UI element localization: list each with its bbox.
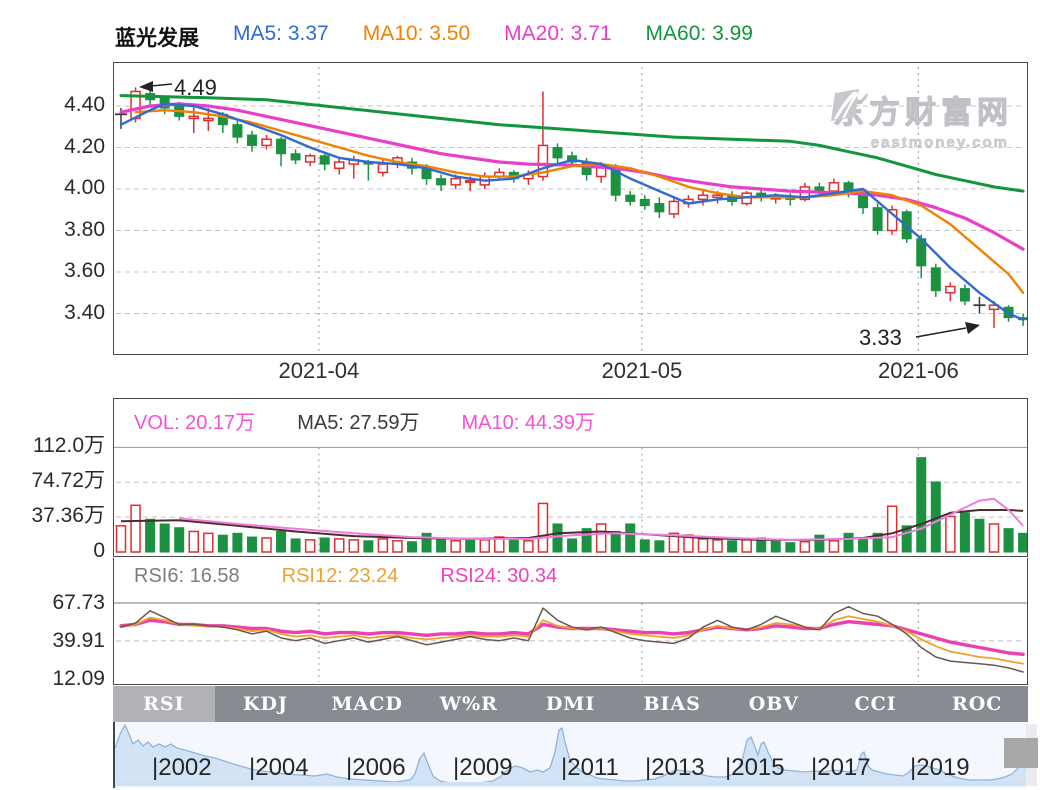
- tab-dmi[interactable]: DMI: [545, 693, 596, 715]
- volume-axis-tick-1: 74.72万: [31, 469, 105, 493]
- indicator-tab-bar: RSI KDJ MACD W%R DMI BIAS OBV CCI ROC: [113, 686, 1028, 722]
- date-axis-label-1: 2021-05: [601, 358, 683, 383]
- timeline-year-2017: |2017: [811, 754, 871, 781]
- price-axis-tick-3: 3.80: [64, 217, 105, 241]
- chart-header: 蓝光发展 MA5: 3.37 MA10: 3.50 MA20: 3.71 MA60: …: [115, 22, 753, 52]
- timeline-year-2013: |2013: [645, 754, 705, 781]
- date-axis-label-0: 2021-04: [278, 358, 360, 383]
- timeline-year-2006: |2006: [346, 754, 406, 781]
- timeline-year-2019: |2019: [910, 754, 970, 781]
- price-axis-tick-4: 3.60: [64, 259, 105, 282]
- timeline-year-2009: |2009: [453, 754, 513, 781]
- price-ma-label-0: MA5: 3.37: [233, 22, 329, 45]
- tab-rsi[interactable]: RSI: [113, 686, 215, 722]
- price-candlestick-pane: 4.49 3.33 东方财富网 eastmoney.com: [113, 62, 1028, 355]
- tab-kdj[interactable]: KDJ: [243, 693, 288, 715]
- price-axis-tick-2: 4.00: [64, 176, 105, 199]
- price-chart-canvas: 4.49 3.33: [115, 67, 1027, 351]
- tab-roc[interactable]: ROC: [951, 693, 1003, 715]
- price-ma-label-2: MA20: 3.71: [504, 22, 612, 45]
- rsi-header-label-0: RSI6: 16.58: [134, 565, 240, 587]
- scrollbar-handle[interactable]: [1004, 738, 1038, 768]
- rsi-axis-tick-1: 39.91: [52, 628, 105, 652]
- price-axis-tick-1: 4.20: [64, 134, 105, 158]
- volume-pane: VOL: 20.17万 MA5: 27.59万 MA10: 44.39万: [113, 398, 1028, 557]
- timeline-year-2002: |2002: [152, 754, 212, 781]
- volume-header-label-0: VOL: 20.17万: [134, 412, 256, 434]
- price-ma-label-3: MA60: 3.99: [645, 22, 753, 45]
- svg-text:3.33: 3.33: [859, 325, 902, 350]
- volume-header-label-1: MA5: 27.59万: [297, 412, 420, 434]
- volume-axis-tick-2: 37.36万: [31, 504, 105, 528]
- price-axis-tick-5: 3.40: [64, 300, 105, 324]
- volume-axis-tick-0: 112.0万: [33, 434, 105, 458]
- timeline-year-2004: |2004: [249, 754, 309, 781]
- tab-wr[interactable]: W%R: [439, 693, 498, 715]
- rsi-axis-tick-0: 67.73: [52, 591, 105, 614]
- rsi-axis-tick-2: 12.09: [52, 666, 105, 690]
- rsi-header-label-1: RSI12: 23.24: [281, 565, 399, 587]
- volume-axis-tick-3: 0: [93, 539, 105, 562]
- price-axis-tick-0: 4.40: [64, 93, 105, 116]
- tab-cci[interactable]: CCI: [854, 693, 897, 715]
- rsi-header-label-2: RSI24: 30.34: [440, 565, 558, 587]
- date-axis-label-2: 2021-06: [877, 358, 959, 383]
- volume-chart-canvas: [114, 446, 1027, 553]
- timeline-year-2011: |2011: [561, 754, 619, 781]
- tab-obv[interactable]: OBV: [748, 693, 800, 715]
- svg-text:4.49: 4.49: [174, 75, 217, 100]
- timeline-area-chart: [115, 723, 1028, 786]
- timeline-year-2015: |2015: [725, 754, 785, 781]
- timeline-navigator[interactable]: |2002 |2004 |2006 |2009 |2011 |2013 |2015 |2017…: [113, 722, 1028, 788]
- rsi-pane: RSI6: 16.58 RSI12: 23.24 RSI24: 30.34: [113, 558, 1028, 685]
- rsi-header: RSI6: 16.58 RSI12: 23.24 RSI24: 30.34: [134, 565, 557, 588]
- volume-header-label-2: MA10: 44.39万: [461, 412, 595, 434]
- rsi-chart-canvas: [114, 602, 1027, 682]
- stock-name: 蓝光发展: [115, 27, 199, 50]
- volume-header: VOL: 20.17万 MA5: 27.59万 MA10: 44.39万: [134, 406, 595, 435]
- tab-bias[interactable]: BIAS: [643, 693, 701, 715]
- tab-macd[interactable]: MACD: [331, 693, 403, 715]
- price-ma-label-1: MA10: 3.50: [362, 22, 471, 45]
